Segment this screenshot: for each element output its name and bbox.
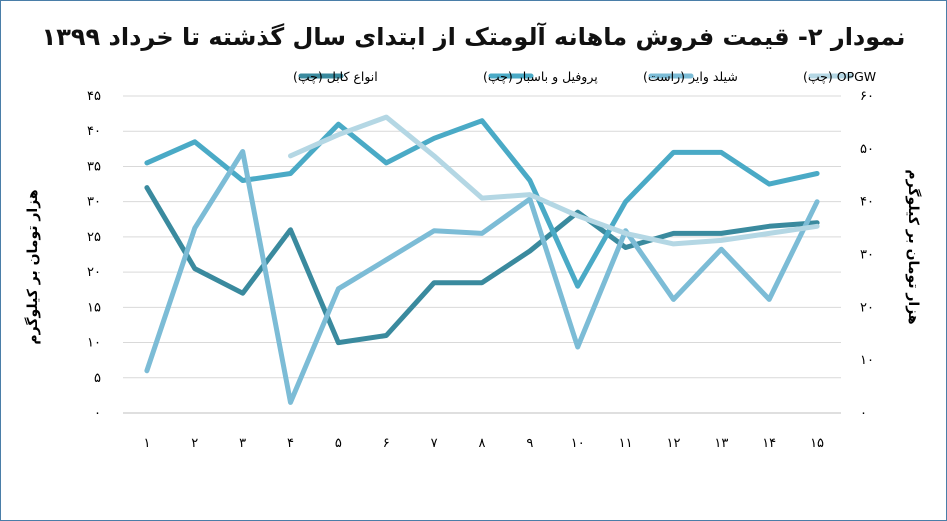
left-tick-label: ۱۰ [87,336,101,351]
series-line-4 [288,114,820,247]
legend-label: انواع کابل (چپ) [293,69,378,85]
x-tick-label: ۱۱ [619,436,633,451]
x-tick-label: ۱۳ [714,436,728,451]
series-line-3 [144,149,820,405]
x-tick-label: ۱۰ [571,436,585,451]
right-tick-label: ۲۰ [860,300,874,315]
x-tick-label: ۷ [431,436,438,451]
x-tick-label: ۱۲ [666,436,680,451]
x-tick-label: ۱۵ [810,436,824,451]
left-tick-label: ۲۵ [87,230,101,245]
left-tick-label: ۵ [94,371,101,386]
series-layer [144,114,820,405]
chart-title: نمودار ۲- قیمت فروش ماهانه آلومتک از ابت… [41,23,906,51]
legend-label: شیلد وایر (راست) [643,69,738,85]
right-tick-label: ۰ [860,406,867,421]
right-tick-label: ۴۰ [860,195,874,210]
series-line-1 [144,185,820,346]
left-tick-label: ۲۰ [87,265,101,280]
right-axis: ۰ ۱۰ ۲۰ ۳۰ ۴۰ ۵۰ ۶۰ [860,89,874,421]
right-tick-label: ۵۰ [860,142,874,157]
legend-label: پروفیل و باسبار (چپ) [483,69,598,85]
left-tick-label: ۴۰ [87,124,101,139]
left-tick-label: ۰ [94,406,101,421]
x-tick-label: ۴ [287,436,294,451]
series-line-2 [144,118,820,289]
grid [123,95,841,414]
x-tick-label: ۹ [526,436,533,451]
right-axis-title: هزار تومان بر کیلوگرم [905,169,922,324]
right-tick-label: ۱۰ [860,353,874,368]
left-tick-label: ۴۵ [87,89,101,104]
x-tick-label: ۶ [383,436,390,451]
left-axis: ۰ ۵ ۱۰ ۱۵ ۲۰ ۲۵ ۳۰ ۳۵ ۴۰ ۴۵ [87,89,101,421]
x-axis: ۱ ۲ ۳ ۴ ۵ ۶ ۷ ۸ ۹ ۱۰ ۱۱ ۱۲ ۱۳ ۱۴ ۱۵ [143,436,824,451]
x-tick-label: ۱ [143,436,150,451]
x-tick-label: ۱۴ [762,436,776,451]
right-tick-label: ۶۰ [860,89,874,104]
x-tick-label: ۸ [479,436,486,451]
left-tick-label: ۱۵ [87,300,101,315]
x-tick-label: ۳ [239,436,246,451]
x-tick-label: ۵ [335,436,342,451]
x-tick-label: ۲ [191,436,198,451]
legend: انواع کابل (چپ) پروفیل و باسبار (چپ) شیلد … [293,69,876,85]
right-tick-label: ۳۰ [860,248,874,263]
legend-label: OPGW (چپ) [803,69,876,84]
left-axis-title: هزار تومان بر کیلوگرم [24,189,41,344]
left-tick-label: ۳۰ [87,195,101,210]
left-tick-label: ۳۵ [87,159,101,174]
